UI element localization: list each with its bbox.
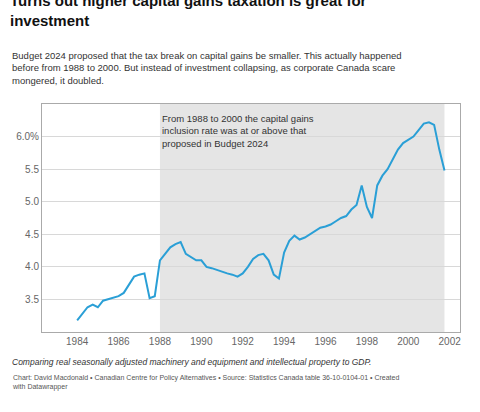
svg-text:1996: 1996	[314, 336, 337, 347]
svg-text:3.5: 3.5	[25, 294, 39, 305]
svg-text:4.0: 4.0	[25, 261, 39, 272]
svg-text:1984: 1984	[66, 336, 89, 347]
svg-text:1990: 1990	[190, 336, 213, 347]
svg-text:2000: 2000	[397, 336, 420, 347]
svg-text:From 1988 to 2000 the capital: From 1988 to 2000 the capital gainsinclu…	[162, 113, 314, 149]
svg-text:Budget 2024 proposed that the: Budget 2024 proposed that the tax break …	[12, 50, 402, 86]
svg-text:Chart: David Macdonald • Canad: Chart: David Macdonald • Canadian Centre…	[12, 374, 399, 391]
svg-text:2002: 2002	[439, 336, 462, 347]
svg-text:1992: 1992	[232, 336, 255, 347]
svg-text:5.5: 5.5	[25, 164, 39, 175]
svg-text:Comparing real seasonally adju: Comparing real seasonally adjusted machi…	[12, 357, 371, 367]
svg-text:1998: 1998	[356, 336, 379, 347]
svg-text:5.0: 5.0	[25, 196, 39, 207]
svg-text:1994: 1994	[273, 336, 296, 347]
svg-text:Turns out higher capital gains: Turns out higher capital gains taxation …	[10, 0, 367, 29]
svg-text:1988: 1988	[149, 336, 172, 347]
svg-text:1986: 1986	[107, 336, 130, 347]
svg-text:6.0%: 6.0%	[16, 131, 39, 142]
svg-text:4.5: 4.5	[25, 229, 39, 240]
